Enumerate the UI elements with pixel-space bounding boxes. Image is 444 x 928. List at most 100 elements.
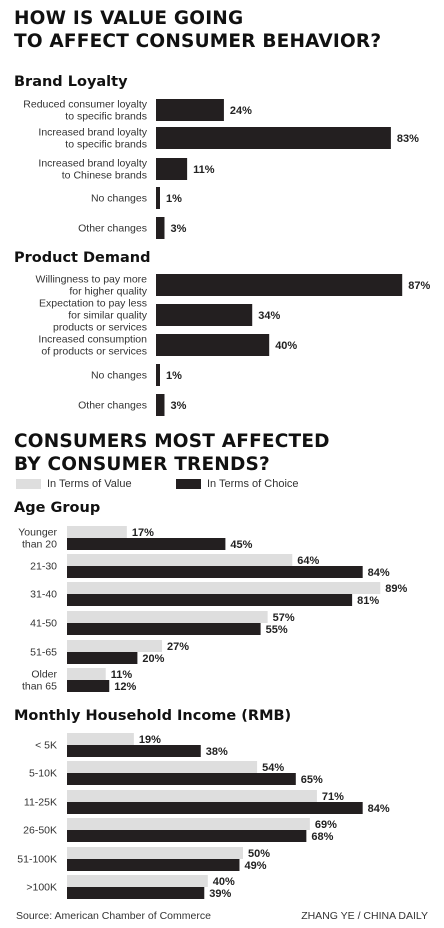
age-choice-label-2: 81% [357,595,379,607]
income-bar-choice-5 [67,887,205,899]
age-choice-label-3: 55% [266,624,288,636]
age-category-label-0: Younger than 20 [18,527,57,551]
age-category-label-2: 31-40 [30,589,57,601]
loyalty-bar-1 [156,127,391,149]
age-category-label-3: 41-50 [30,618,57,630]
age-value-label-5: 11% [111,669,133,681]
demand-bar-4 [156,394,165,416]
income-bar-choice-2 [67,802,363,814]
demand-category-label-4: Other changes [78,400,147,412]
income-choice-label-2: 84% [368,803,390,815]
loyalty-bar-0 [156,99,224,121]
legend-value: In Terms of Value [16,478,132,490]
legend-value-swatch [16,479,41,489]
income-choice-label-0: 38% [206,746,228,758]
demand-value-label-3: 1% [166,370,182,382]
age-category-label-1: 21-30 [30,561,57,573]
loyalty-bar-2 [156,158,188,180]
income-category-label-4: 51-100K [17,854,57,866]
demand-category-label-0: Willingness to pay more for higher qualit… [36,274,148,298]
product-demand-heading: Product Demand [14,250,151,266]
income-choice-label-5: 39% [209,888,231,900]
income-value-label-1: 54% [262,762,284,774]
age-bar-value-3 [67,611,268,623]
age-bar-value-0 [67,526,127,538]
age-bar-choice-2 [67,594,353,606]
income-bar-choice-0 [67,745,201,757]
income-value-label-2: 71% [322,791,344,803]
age-value-label-0: 17% [132,527,154,539]
age-bar-choice-1 [67,566,363,578]
income-bar-value-4 [67,847,243,859]
age-bar-choice-0 [67,538,226,550]
age-value-label-1: 64% [297,555,319,567]
income-category-label-3: 26-50K [23,825,57,837]
legend-value-label: In Terms of Value [47,478,132,490]
income-category-label-0: < 5K [35,740,57,752]
loyalty-value-label-1: 83% [397,133,419,145]
legend-choice-swatch [176,479,201,489]
income-bar-value-1 [67,761,258,773]
income-choice-label-4: 49% [244,860,266,872]
demand-category-label-2: Increased consumption of products or serv… [38,334,147,358]
loyalty-bar-4 [156,217,165,239]
demand-value-label-4: 3% [170,400,186,412]
age-choice-label-1: 84% [368,567,390,579]
income-value-label-3: 69% [315,819,337,831]
income-value-label-5: 40% [213,876,235,888]
income-bar-choice-3 [67,830,307,842]
demand-bar-1 [156,304,253,326]
income-choice-label-3: 68% [311,831,333,843]
income-choice-label-1: 65% [301,774,323,786]
age-choice-label-4: 20% [142,653,164,665]
age-value-label-2: 89% [385,583,407,595]
loyalty-category-label-3: No changes [91,193,147,205]
income-bar-value-3 [67,818,310,830]
age-bar-value-5 [67,668,106,680]
loyalty-value-label-0: 24% [230,105,252,117]
age-bar-choice-4 [67,652,138,664]
credit-note: ZHANG YE / CHINA DAILY [301,910,428,922]
source-note: Source: American Chamber of Commerce [16,910,211,922]
age-bar-value-2 [67,582,381,594]
demand-value-label-0: 87% [408,280,430,292]
loyalty-category-label-1: Increased brand loyalty to specific brand… [38,127,147,151]
income-bar-choice-1 [67,773,296,785]
income-heading: Monthly Household Income (RMB) [14,708,292,724]
legend-choice-label: In Terms of Choice [207,478,299,490]
legend-choice: In Terms of Choice [176,478,299,490]
income-category-label-1: 5-10K [29,768,57,780]
main-title: HOW IS VALUE GOING TO AFFECT CONSUMER BE… [14,8,382,52]
loyalty-category-label-2: Increased brand loyalty to Chinese brands [38,158,147,182]
age-category-label-5: Older than 65 [22,669,58,693]
income-bar-value-0 [67,733,134,745]
age-choice-label-5: 12% [114,681,136,693]
age-value-label-3: 57% [273,612,295,624]
age-bar-choice-3 [67,623,261,635]
income-bar-choice-4 [67,859,240,871]
income-value-label-0: 19% [139,734,161,746]
age-group-heading: Age Group [14,500,101,516]
income-bar-value-2 [67,790,317,802]
income-category-label-2: 11-25K [24,797,57,809]
loyalty-category-label-0: Reduced consumer loyalty to specific bran… [23,99,147,123]
second-title: CONSUMERS MOST AFFECTED BY CONSUMER TREN… [14,431,330,475]
demand-value-label-2: 40% [275,340,297,352]
age-category-label-4: 51-65 [30,647,57,659]
income-value-label-4: 50% [248,848,270,860]
demand-bar-3 [156,364,160,386]
loyalty-category-label-4: Other changes [78,223,147,235]
age-value-label-4: 27% [167,641,189,653]
age-choice-label-0: 45% [230,539,252,551]
demand-category-label-1: Expectation to pay less for similar quali… [39,298,148,334]
demand-category-label-3: No changes [91,370,147,382]
income-bar-value-5 [67,875,208,887]
income-category-label-5: >100K [26,882,57,894]
age-bar-value-1 [67,554,293,566]
loyalty-bar-3 [156,187,160,209]
age-bar-value-4 [67,640,163,652]
demand-bar-0 [156,274,403,296]
demand-value-label-1: 34% [258,310,280,322]
